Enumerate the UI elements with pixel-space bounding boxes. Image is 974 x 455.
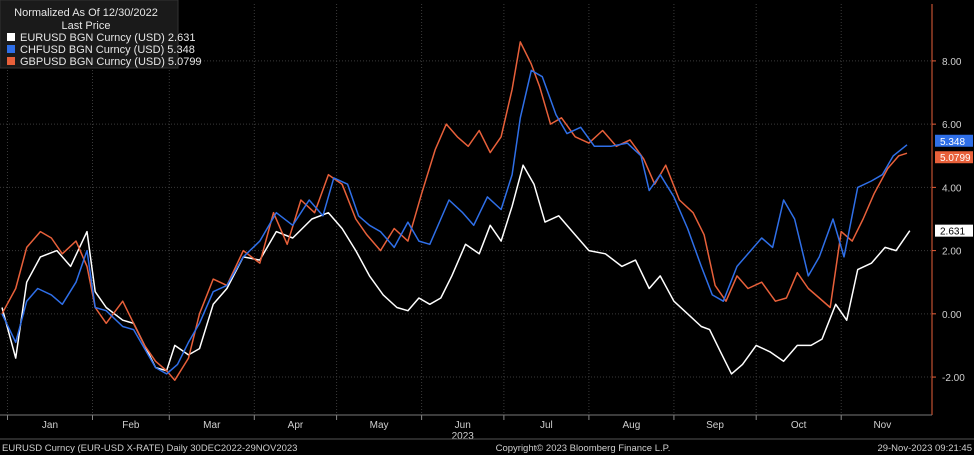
badge-value: 5.348 — [940, 137, 965, 148]
x-tick-label: Oct — [791, 420, 807, 431]
legend-swatch — [7, 33, 15, 41]
x-tick-label: Jul — [540, 420, 553, 431]
y-tick-label: 6.00 — [942, 120, 962, 131]
footer-timestamp: 29-Nov-2023 09:21:45 — [877, 443, 972, 454]
y-tick-label: 0.00 — [942, 310, 962, 321]
badge-value: 2.631 — [940, 227, 965, 238]
x-tick-label: Mar — [203, 420, 221, 431]
footer-left-text: EURUSD Curncy (EUR-USD X-RATE) Daily 30D… — [2, 443, 297, 454]
y-tick-label: 4.00 — [942, 183, 962, 194]
last-value-badge: 2.631 — [935, 224, 973, 238]
x-tick-label: Nov — [873, 420, 891, 431]
series-line — [1, 69, 908, 375]
x-tick-label: May — [370, 420, 389, 431]
last-value-badge: 5.0799 — [935, 151, 973, 164]
x-tick-label: Sep — [706, 420, 724, 431]
axis-layer: 8.00 6.00 4.00 2.00 0.00 -2.00 Jan Feb Mar Apr May… — [0, 4, 965, 442]
x-tick-label: Jun — [455, 420, 471, 431]
x-tick-label: Feb — [122, 420, 140, 431]
legend-entry: CHFUSD BGN Curncy (USD) 5.348 — [20, 44, 195, 56]
series-layer — [1, 41, 911, 381]
chart-title: Normalized As Of 12/30/2022 — [14, 7, 158, 19]
legend: Normalized As Of 12/30/2022 Last Price E… — [0, 0, 202, 69]
y-tick-label: 8.00 — [942, 57, 962, 68]
badge-layer: 2.631 5.348 5.0799 — [935, 134, 973, 238]
badge-background — [935, 134, 973, 147]
legend-entry: GBPUSD BGN Curncy (USD) 5.0799 — [20, 56, 202, 68]
legend-entry: EURUSD BGN Curncy (USD) 2.631 — [20, 32, 195, 44]
x-tick-label: Jan — [42, 420, 58, 431]
legend-swatch — [7, 45, 15, 53]
y-tick-label: -2.00 — [942, 373, 965, 384]
badge-background — [935, 151, 973, 164]
x-tick-label: Aug — [623, 420, 641, 431]
footer-copyright: Copyright© 2023 Bloomberg Finance L.P. — [496, 443, 671, 454]
legend-background — [0, 0, 179, 69]
y-tick-label: 2.00 — [942, 247, 962, 258]
badge-value: 5.0799 — [940, 153, 971, 164]
legend-swatch — [7, 57, 15, 65]
chart-subtitle: Last Price — [62, 20, 111, 32]
x-year-label: 2023 — [452, 431, 475, 442]
series-line — [1, 41, 908, 381]
badge-background — [935, 224, 973, 237]
last-value-badge: 5.348 — [935, 134, 973, 148]
x-tick-label: Apr — [288, 420, 304, 431]
grid-layer — [0, 4, 932, 415]
